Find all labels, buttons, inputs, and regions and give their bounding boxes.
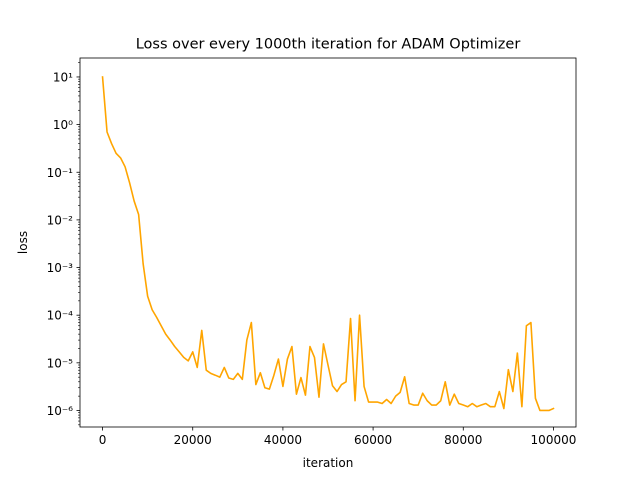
y-tick-label: 10⁻² [47, 213, 74, 227]
x-axis: 0 20000 40000 60000 80000 100000 [99, 427, 577, 447]
x-tick-label: 80000 [444, 433, 482, 447]
y-tick-label: 10⁻⁵ [47, 356, 74, 370]
y-tick-label: 10⁻³ [47, 261, 74, 275]
plot-area [101, 76, 555, 412]
y-tick-label: 10⁻⁶ [47, 404, 74, 418]
x-tick-label: 20000 [174, 433, 212, 447]
chart-title: Loss over every 1000th iteration for ADA… [136, 37, 521, 53]
x-tick-label: 100000 [531, 433, 577, 447]
x-tick-label: 40000 [264, 433, 302, 447]
x-axis-label: iteration [303, 456, 354, 470]
y-tick-label: 10⁰ [53, 118, 73, 132]
y-tick-label: 10⁻¹ [47, 166, 74, 180]
plot-frame [79, 57, 577, 428]
y-axis: 10⁻⁶ 10⁻⁵ 10⁻⁴ 10⁻³ 10⁻² 10⁻¹ 10⁰ 10¹ [47, 62, 80, 426]
x-tick-label: 0 [99, 433, 107, 447]
x-tick-label: 60000 [354, 433, 392, 447]
loss-series-line [101, 76, 555, 412]
y-tick-label: 10¹ [53, 70, 73, 84]
y-axis-label: loss [16, 231, 30, 254]
y-tick-label: 10⁻⁴ [47, 309, 74, 323]
